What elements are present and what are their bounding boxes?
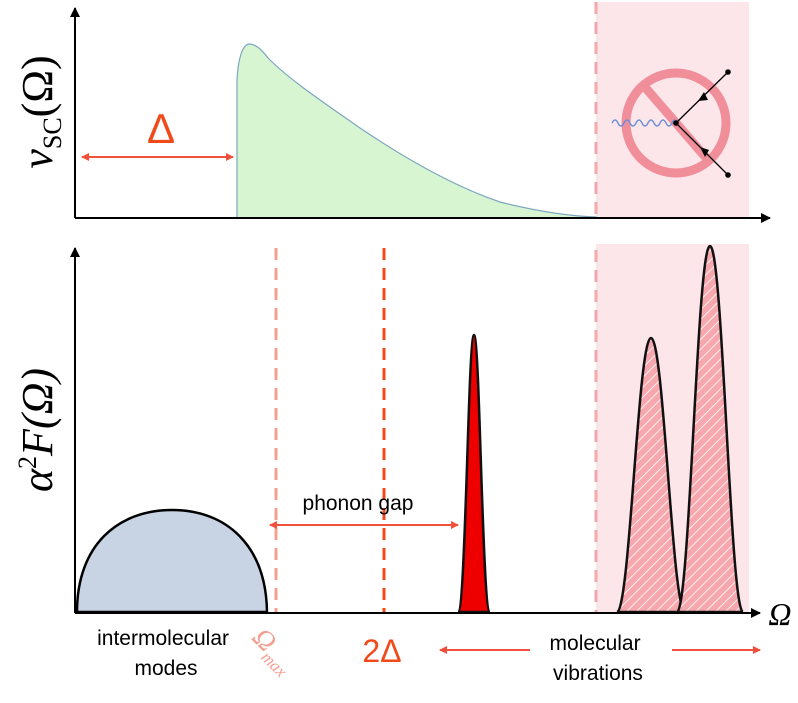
phonon-wiggle — [611, 119, 678, 127]
intermolecular-modes-label: intermolecular modes — [97, 627, 235, 680]
x-axis-label: Ω — [768, 596, 791, 632]
two-delta-label: 2Δ — [362, 633, 401, 669]
top-y-label: νSC(Ω) — [13, 55, 67, 168]
superconducting-dos-curve — [236, 43, 597, 219]
no-scattering-icon — [611, 68, 731, 178]
bottom-y-label: α2F(Ω) — [13, 368, 62, 492]
svg-text:α2F(Ω): α2F(Ω) — [13, 368, 62, 492]
delta-label: Δ — [147, 105, 175, 152]
svg-text:Ωmax: Ωmax — [243, 622, 302, 681]
svg-text:νSC(Ω): νSC(Ω) — [13, 55, 67, 168]
top-panel: Δ νSC(Ω) — [13, 2, 771, 223]
omega-max-label: Ωmax — [243, 622, 302, 681]
molecular-peak-red — [456, 333, 492, 614]
molecular-vibrations-label: molecular vibrations — [550, 632, 647, 685]
phonon-gap-label: phonon gap — [303, 492, 414, 515]
molecular-peak-2 — [675, 244, 745, 614]
bottom-panel: phonon gap Ω α2F(Ω) Ωmax 2Δ intermolecul… — [13, 244, 792, 685]
intermolecular-modes-dome — [75, 508, 269, 614]
molecular-peak-1 — [615, 336, 687, 614]
